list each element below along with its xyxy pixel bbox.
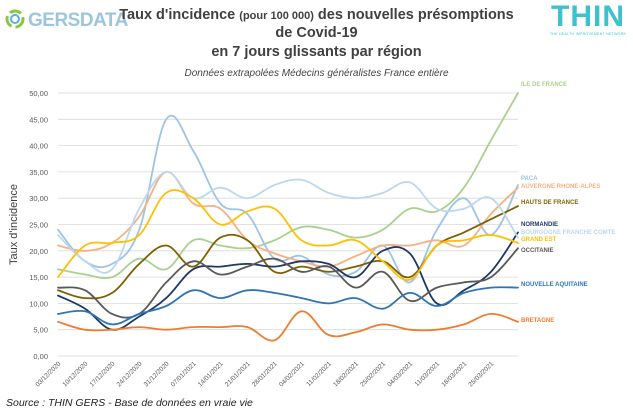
x-tick-label: 10/12/2020 [62, 360, 90, 388]
gersdata-logo: GERSDATA [4, 6, 128, 34]
y-tick-label: 50,00 [29, 89, 48, 98]
series-label-ile-de-france: ILE DE FRANCE [521, 82, 567, 88]
series-label-bourgogne-franche-comte: BOURGOGNE FRANCHE COMTE [521, 230, 615, 236]
x-tick-label: 17/12/2020 [89, 360, 117, 388]
chart-title-line1: Taux d'incidence (pour 100 000) des nouv… [119, 7, 514, 23]
series-label-grand-est: GRAND EST [521, 237, 557, 243]
series-line-grand-est [57, 189, 519, 281]
x-tick-label: 24/12/2020 [116, 360, 144, 388]
chart-title-line2: de Covid-19 [275, 25, 358, 41]
gersdata-ring-icon [5, 9, 25, 29]
x-tick-label: 28/01/2021 [251, 360, 279, 388]
y-tick-label: 45,00 [29, 115, 48, 124]
y-tick-label: 30,00 [29, 194, 48, 203]
thin-logo: THIN THE HEALTH IMPROVEMENT NETWORK [549, 2, 627, 38]
y-tick-label: 40,00 [29, 142, 48, 151]
x-tick-label: 03/12/2020 [34, 360, 62, 388]
series-label-occitanie: OCCITANIE [521, 248, 554, 254]
x-tick-label: 21/01/2021 [224, 360, 252, 388]
x-tick-label: 04/03/2021 [386, 360, 414, 388]
x-tick-label: 07/01/2021 [170, 360, 198, 388]
y-tick-label: 0,00 [33, 352, 48, 361]
x-tick-label: 25/03/2021 [467, 360, 495, 388]
chart-subtitle: Données extrapolées Médecins généraliste… [184, 68, 449, 79]
series-label-auvergne-rhone-alpes: AUVERGNE RHONE-ALPES [521, 184, 600, 190]
chart-title-line3: en 7 jours glissants par région [211, 44, 422, 60]
y-tick-label: 10,00 [29, 299, 48, 308]
x-tick-label: 18/02/2021 [332, 360, 360, 388]
series-line-nouvelle-aquitaine [57, 286, 519, 326]
x-tick-label: 31/12/2020 [143, 360, 171, 388]
series-label-nouvelle-aquitaine: NOUVELLE AQUITAINE [521, 282, 588, 288]
series-line-bretagne [57, 310, 519, 342]
series-line-bourgogne-franche-comte [57, 171, 519, 274]
series-label-hauts-de-france: HAUTS DE FRANCE [521, 200, 578, 206]
series-label-paca: PACA [521, 176, 538, 182]
gersdata-logo-text: GERSDATA [28, 10, 128, 31]
y-axis-label: Taux d'incidence [8, 184, 20, 265]
y-tick-label: 5,00 [33, 326, 48, 335]
x-tick-label: 25/02/2021 [359, 360, 387, 388]
series-line-ile-de-france [57, 92, 519, 279]
x-tick-label: 14/01/2021 [197, 360, 225, 388]
y-tick-label: 20,00 [29, 247, 48, 256]
series-line-normandie [57, 231, 519, 331]
y-tick-label: 35,00 [29, 168, 48, 177]
thin-logo-text: THIN [551, 0, 625, 33]
series-line-auvergne-rhone-alpes [57, 170, 519, 268]
x-tick-label: 11/03/2021 [414, 360, 442, 388]
x-tick-label: 04/02/2021 [278, 360, 306, 388]
y-tick-label: 25,00 [29, 221, 48, 230]
source-note: Source : THIN GERS - Base de données en … [6, 397, 253, 409]
series-label-bretagne: BRETAGNE [521, 318, 554, 324]
thin-logo-tagline: THE HEALTH IMPROVEMENT NETWORK [549, 32, 627, 36]
x-tick-label: 11/02/2021 [305, 360, 333, 388]
series-label-normandie: NORMANDIE [521, 222, 558, 228]
y-tick-label: 15,00 [29, 273, 48, 282]
x-tick-label: 18/03/2021 [440, 360, 468, 388]
